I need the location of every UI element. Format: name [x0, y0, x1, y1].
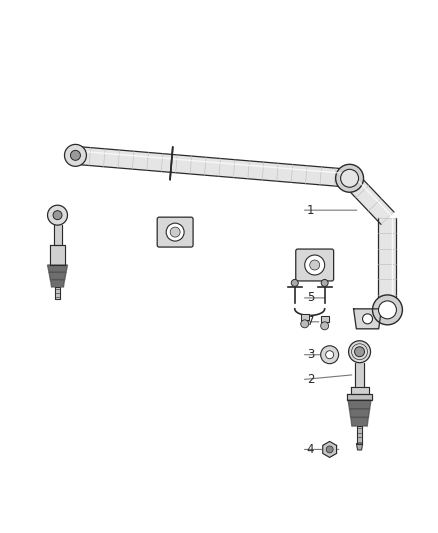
Polygon shape — [347, 394, 372, 400]
Polygon shape — [378, 218, 396, 310]
Polygon shape — [50, 280, 64, 287]
Circle shape — [336, 164, 364, 192]
Circle shape — [349, 341, 371, 362]
Polygon shape — [357, 426, 362, 444]
Circle shape — [301, 320, 309, 328]
Polygon shape — [49, 245, 66, 265]
Circle shape — [71, 150, 81, 160]
Text: 4: 4 — [307, 443, 314, 456]
Polygon shape — [55, 287, 60, 299]
Circle shape — [170, 227, 180, 237]
Circle shape — [321, 346, 339, 364]
Text: 7: 7 — [307, 316, 314, 328]
Circle shape — [321, 279, 328, 286]
Polygon shape — [53, 225, 61, 245]
FancyBboxPatch shape — [296, 249, 334, 281]
Polygon shape — [48, 265, 67, 272]
Polygon shape — [348, 400, 371, 409]
Polygon shape — [49, 272, 66, 280]
Polygon shape — [350, 409, 370, 417]
Polygon shape — [321, 316, 328, 322]
Text: 3: 3 — [307, 348, 314, 361]
Circle shape — [378, 301, 396, 319]
Circle shape — [53, 211, 62, 220]
Polygon shape — [350, 386, 368, 394]
Circle shape — [355, 347, 364, 357]
Text: 1: 1 — [307, 204, 314, 217]
Circle shape — [48, 205, 67, 225]
Circle shape — [341, 169, 359, 187]
Circle shape — [363, 314, 372, 324]
Polygon shape — [343, 172, 394, 224]
Text: 2: 2 — [307, 373, 314, 386]
Polygon shape — [355, 362, 364, 386]
Circle shape — [310, 260, 320, 270]
FancyBboxPatch shape — [157, 217, 193, 247]
Circle shape — [166, 223, 184, 241]
Polygon shape — [353, 309, 381, 329]
Circle shape — [321, 322, 328, 330]
Polygon shape — [351, 417, 368, 426]
Circle shape — [372, 295, 403, 325]
Polygon shape — [323, 441, 336, 457]
Polygon shape — [75, 147, 350, 187]
Text: 6: 6 — [307, 259, 314, 271]
Circle shape — [305, 255, 325, 275]
Circle shape — [326, 446, 333, 453]
Circle shape — [291, 279, 298, 286]
Polygon shape — [357, 444, 363, 450]
Circle shape — [326, 351, 334, 359]
Circle shape — [64, 144, 86, 166]
Text: 5: 5 — [307, 292, 314, 304]
Polygon shape — [301, 314, 309, 320]
